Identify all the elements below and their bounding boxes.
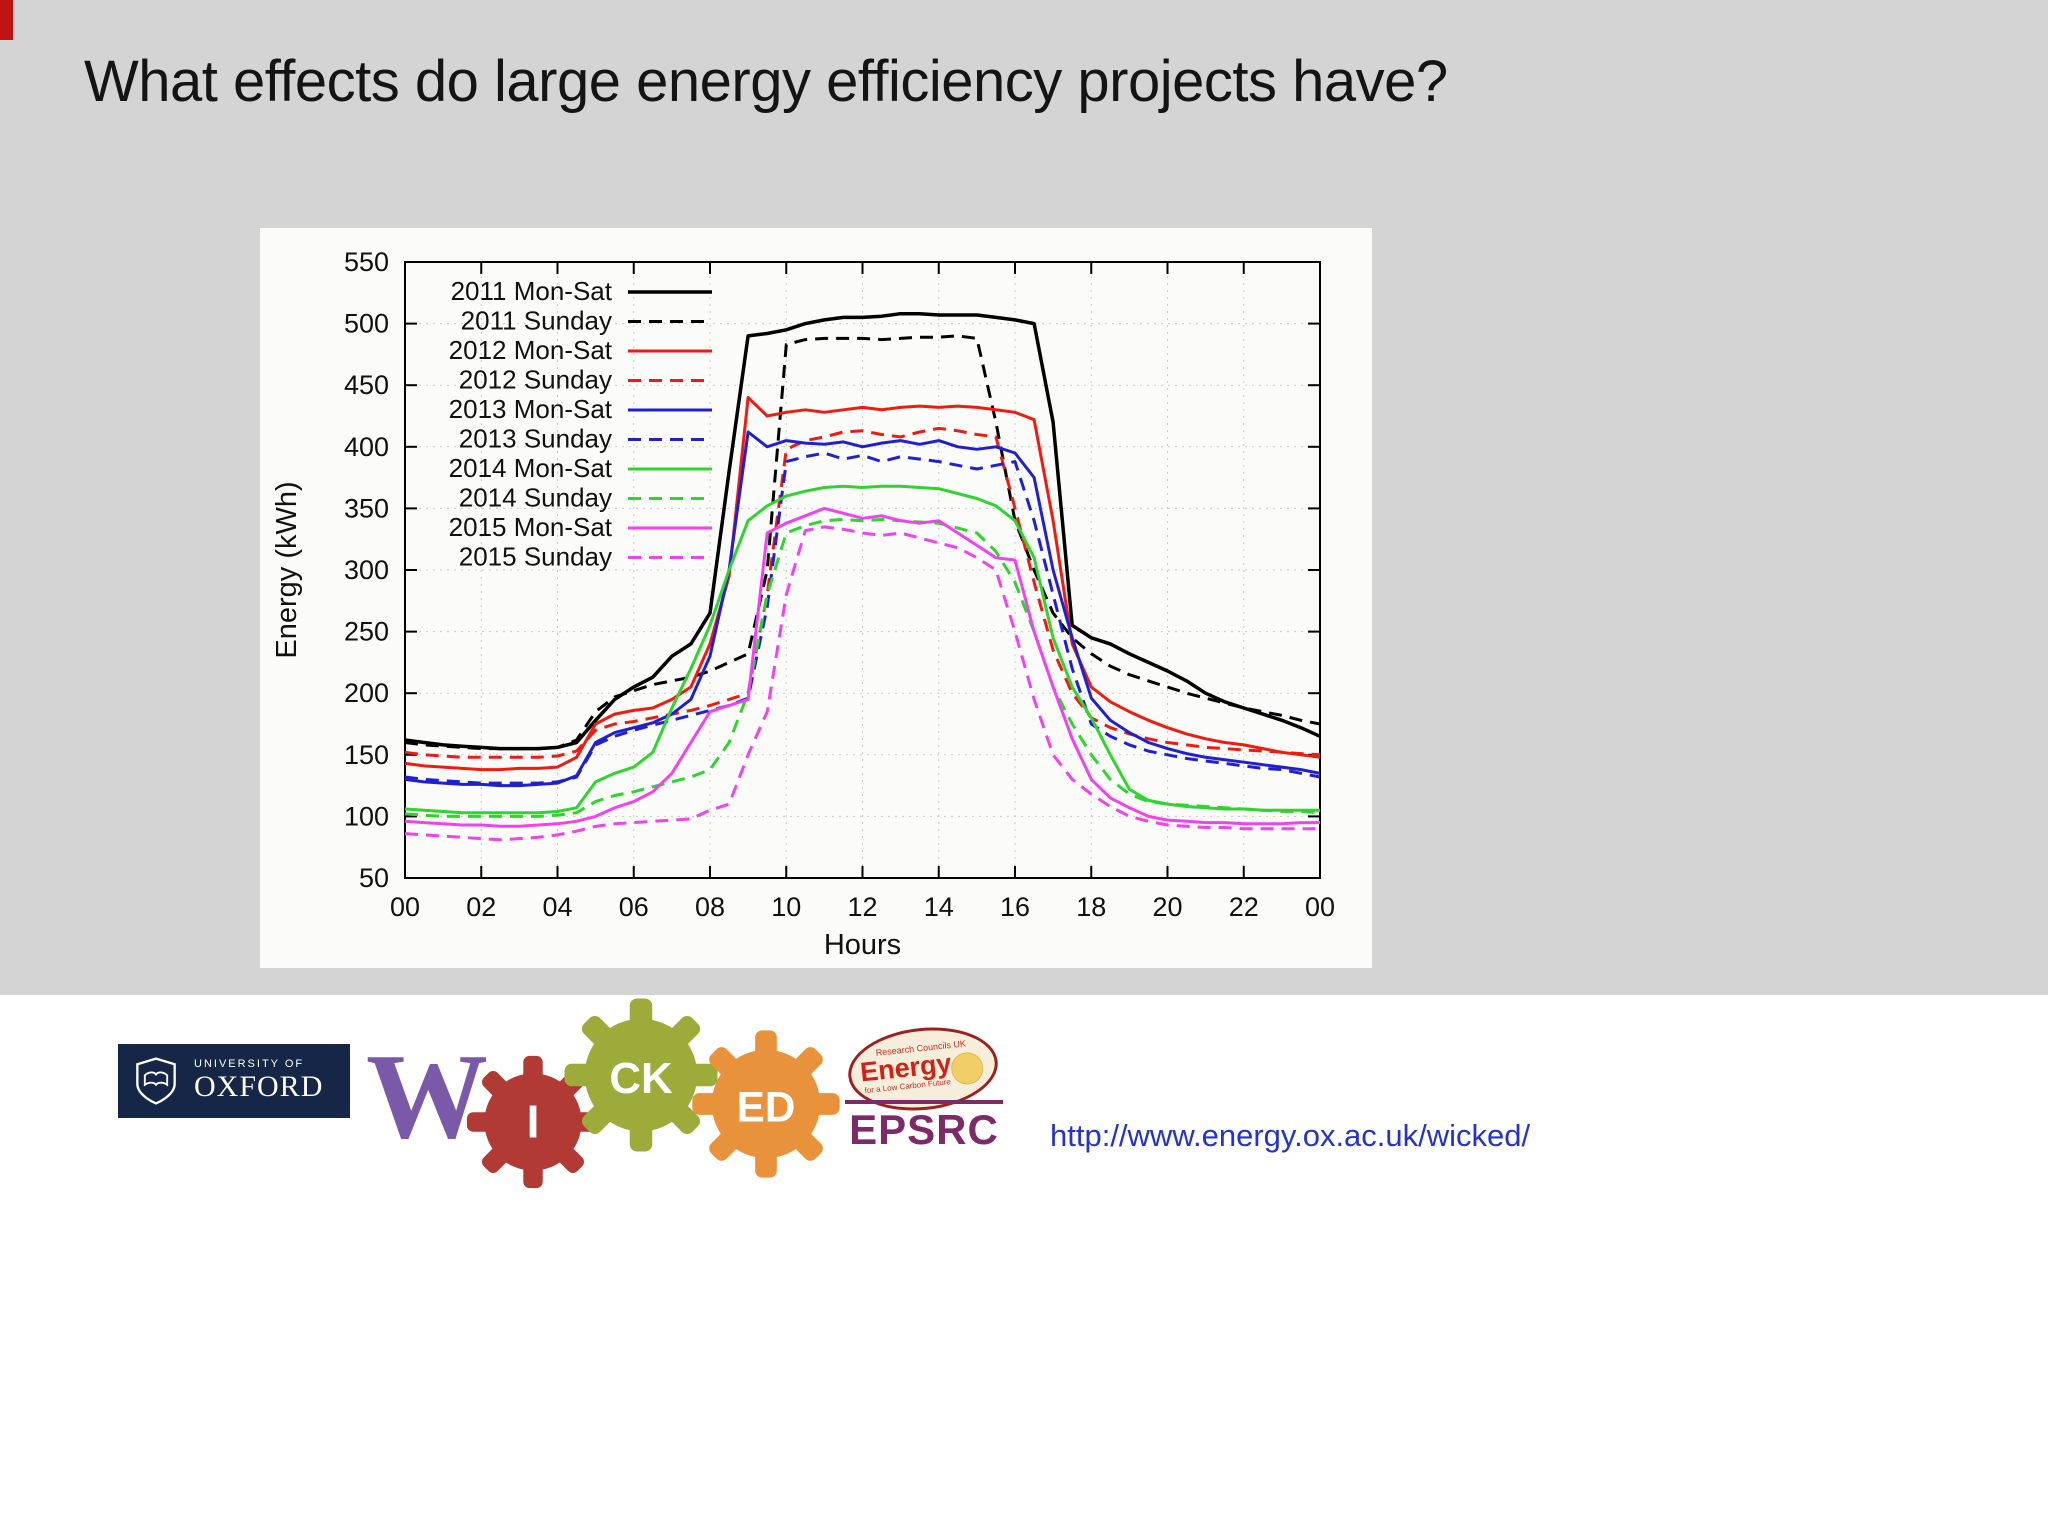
y-tick-label: 300 bbox=[344, 555, 389, 585]
wicked-w-letter: W bbox=[366, 1029, 488, 1164]
x-tick-label: 14 bbox=[924, 892, 954, 922]
energy-chart: 50 100 150 200 250 300 350 400 450 500 550 00 02 04 06… bbox=[271, 247, 1335, 961]
wicked-url-link[interactable]: http://www.energy.ox.ac.uk/wicked/ bbox=[1050, 1118, 1531, 1153]
y-tick-label: 50 bbox=[359, 863, 389, 893]
oxford-wordmark: UNIVERSITY OF OXFORD bbox=[194, 1059, 323, 1102]
chart-panel: 50 100 150 200 250 300 350 400 450 500 550 00 02 04 06… bbox=[260, 228, 1372, 968]
legend-label: 2012 Sunday bbox=[459, 365, 612, 395]
oxford-crest-icon bbox=[136, 1057, 176, 1105]
y-tick-label: 400 bbox=[344, 432, 389, 462]
x-tick-label: 02 bbox=[466, 892, 496, 922]
legend-label: 2013 Sunday bbox=[459, 424, 612, 454]
x-tick-label: 12 bbox=[847, 892, 877, 922]
series-line bbox=[404, 518, 1321, 818]
x-tick-label: 18 bbox=[1076, 892, 1106, 922]
y-tick-label: 250 bbox=[344, 617, 389, 647]
wicked-i-gear-icon: I bbox=[466, 1055, 600, 1189]
series-line bbox=[404, 506, 1320, 828]
series-line bbox=[404, 451, 1321, 785]
y-tick-label: 450 bbox=[344, 370, 389, 400]
svg-text:I: I bbox=[527, 1096, 540, 1148]
x-tick-label: 08 bbox=[695, 892, 725, 922]
oxford-logo: UNIVERSITY OF OXFORD bbox=[118, 1044, 350, 1118]
y-tick-label: 100 bbox=[344, 801, 389, 831]
svg-text:ED: ED bbox=[737, 1083, 796, 1130]
legend-label: 2011 Mon-Sat bbox=[451, 276, 613, 306]
legend-label: 2014 Mon-Sat bbox=[449, 453, 613, 483]
y-tick-label: 150 bbox=[344, 740, 389, 770]
slide-title: What effects do large energy efficiency … bbox=[84, 49, 1448, 114]
corner-artifact bbox=[0, 0, 13, 40]
oxford-line2: OXFORD bbox=[194, 1070, 324, 1104]
y-tick-label: 500 bbox=[344, 309, 389, 339]
y-tick-label: 200 bbox=[344, 678, 389, 708]
oxford-line1: UNIVERSITY OF bbox=[194, 1058, 305, 1071]
y-tick-label: 350 bbox=[344, 493, 389, 523]
x-tick-label: 20 bbox=[1152, 892, 1182, 922]
epsrc-logo: EPSRC bbox=[845, 1100, 1003, 1154]
x-tick-label: 00 bbox=[390, 892, 420, 922]
wicked-ck-gear-icon: CK bbox=[564, 998, 718, 1152]
x-tick-label: 04 bbox=[542, 892, 572, 922]
legend-label: 2011 Sunday bbox=[461, 306, 612, 336]
svg-text:CK: CK bbox=[609, 1054, 673, 1103]
x-tick-label: 16 bbox=[1000, 892, 1030, 922]
x-tick-label: 06 bbox=[619, 892, 649, 922]
legend-label: 2015 Mon-Sat bbox=[449, 512, 613, 542]
x-tick-label: 10 bbox=[771, 892, 801, 922]
wicked-ed-gear-icon: ED bbox=[692, 1030, 840, 1178]
series-line bbox=[404, 334, 1321, 751]
x-axis-title: Hours bbox=[824, 929, 901, 961]
series-line bbox=[404, 525, 1320, 842]
series-line bbox=[404, 426, 1321, 759]
legend-label: 2015 Sunday bbox=[459, 542, 612, 572]
y-tick-label: 550 bbox=[344, 247, 389, 277]
series-line bbox=[404, 396, 1321, 772]
legend-label: 2013 Mon-Sat bbox=[449, 394, 613, 424]
legend-label: 2014 Sunday bbox=[459, 483, 612, 513]
x-tick-label: 00 bbox=[1305, 892, 1335, 922]
legend-label: 2012 Mon-Sat bbox=[449, 335, 613, 365]
y-axis-title: Energy (kWh) bbox=[271, 481, 303, 658]
x-tick-label: 22 bbox=[1229, 892, 1259, 922]
